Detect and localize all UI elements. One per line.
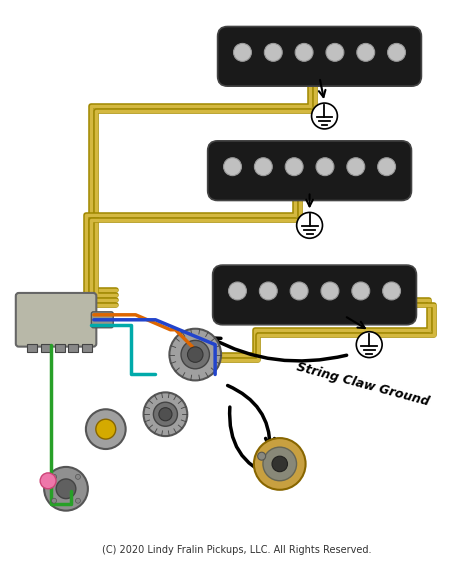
Circle shape — [254, 438, 306, 490]
Circle shape — [154, 402, 177, 426]
Circle shape — [228, 282, 246, 300]
Bar — [55, 344, 64, 352]
Circle shape — [224, 158, 241, 176]
Circle shape — [290, 282, 308, 300]
Circle shape — [258, 452, 265, 460]
Circle shape — [259, 282, 277, 300]
Bar — [27, 344, 36, 352]
Circle shape — [188, 347, 203, 362]
Circle shape — [285, 158, 303, 176]
Circle shape — [264, 44, 282, 61]
FancyBboxPatch shape — [91, 312, 113, 328]
Circle shape — [383, 282, 401, 300]
Text: String Claw Ground: String Claw Ground — [295, 361, 430, 408]
Circle shape — [352, 282, 370, 300]
Circle shape — [326, 44, 344, 61]
FancyBboxPatch shape — [218, 27, 421, 86]
Circle shape — [388, 44, 405, 61]
Circle shape — [75, 498, 81, 503]
Circle shape — [295, 44, 313, 61]
Circle shape — [347, 158, 365, 176]
Circle shape — [86, 409, 126, 449]
Bar — [41, 344, 51, 352]
Circle shape — [44, 467, 88, 511]
Circle shape — [316, 158, 334, 176]
Circle shape — [40, 473, 56, 489]
Circle shape — [311, 103, 337, 129]
Circle shape — [321, 282, 339, 300]
Bar — [82, 344, 92, 352]
Circle shape — [255, 158, 272, 176]
Circle shape — [272, 456, 288, 472]
Text: (C) 2020 Lindy Fralin Pickups, LLC. All Rights Reserved.: (C) 2020 Lindy Fralin Pickups, LLC. All … — [102, 545, 372, 556]
Circle shape — [357, 44, 374, 61]
Circle shape — [169, 329, 221, 380]
Circle shape — [181, 340, 210, 369]
Circle shape — [356, 332, 382, 358]
Circle shape — [297, 213, 322, 238]
Circle shape — [263, 447, 297, 481]
Circle shape — [159, 408, 172, 421]
Bar — [69, 344, 78, 352]
FancyBboxPatch shape — [16, 293, 96, 346]
FancyBboxPatch shape — [213, 265, 417, 325]
Circle shape — [52, 475, 56, 479]
Circle shape — [144, 392, 187, 436]
Circle shape — [56, 479, 76, 498]
Circle shape — [234, 44, 251, 61]
Circle shape — [75, 475, 81, 479]
Circle shape — [378, 158, 396, 176]
FancyBboxPatch shape — [208, 141, 411, 201]
Circle shape — [96, 419, 116, 439]
Circle shape — [52, 498, 56, 503]
